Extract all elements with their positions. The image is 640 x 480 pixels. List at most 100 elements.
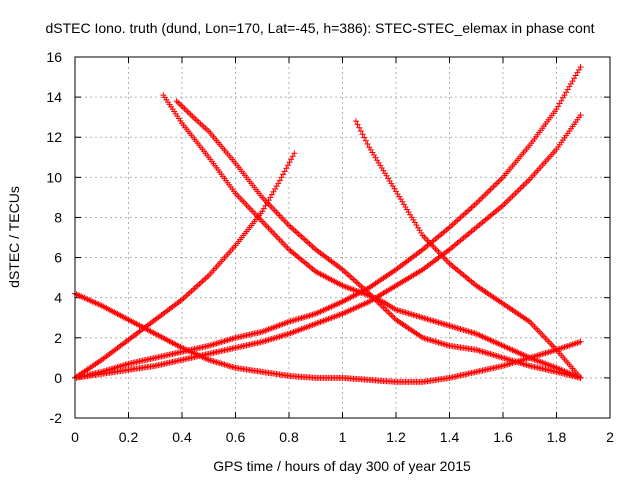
data-point [577,64,584,71]
data-point [525,177,532,184]
data-point [290,226,297,233]
data-point [487,186,494,193]
data-point [465,207,472,214]
data-point [463,208,470,215]
data-point [183,107,190,114]
data-point [501,200,508,207]
series-sat-g [352,118,584,381]
data-point [473,200,480,207]
data-point [201,276,208,283]
data-point [347,273,354,280]
data-point [184,108,191,115]
data-point [460,211,467,218]
data-point [348,275,355,282]
x-tick-label: 1.8 [547,429,567,445]
x-tick-label: 2 [606,429,614,445]
data-point [507,194,514,201]
data-point [186,289,193,296]
series-sat-e [160,92,584,381]
data-point [577,338,584,345]
data-point [474,198,481,205]
data-point [199,278,206,285]
y-tick-label: 4 [54,290,62,306]
data-point [295,230,302,237]
series-sat-d [72,112,584,381]
data-point [182,293,189,300]
data-point [476,197,483,204]
data-point [482,191,489,198]
y-tick-label: 0 [54,370,62,386]
data-point [451,220,458,227]
data-point [468,204,475,211]
data-point [506,196,513,203]
data-point [194,282,201,289]
data-point [185,291,192,298]
data-point [509,193,516,200]
data-point [504,197,511,204]
data-point [191,285,198,292]
data-point [385,309,392,316]
data-point [278,174,285,181]
data-point [388,312,395,319]
data-point [577,112,584,119]
data-point [449,221,456,228]
data-point [301,236,308,243]
y-tick-label: 2 [54,330,62,346]
gridlines [75,57,610,418]
y-tick-label: -2 [50,410,63,426]
data-point [306,240,313,247]
data-point [190,114,197,121]
data-point [359,131,366,138]
data-point [350,276,357,283]
data-point [520,182,527,189]
data-point [181,105,188,112]
data-point [298,233,305,240]
data-point [281,168,288,175]
x-tick-label: 1 [339,429,347,445]
data-point [362,137,369,144]
data-point [293,229,300,236]
data-point [288,156,295,163]
data-point [459,213,466,220]
data-point [493,180,500,187]
data-point [352,277,359,284]
data-point [490,183,497,190]
data-point [355,280,362,287]
data-point [479,194,486,201]
y-tick-label: 12 [46,129,62,145]
data-point [523,179,530,186]
data-point [309,243,316,250]
x-tick-label: 0.8 [279,429,299,445]
data-point [470,203,477,210]
y-axis-title: dSTEC / TECUs [6,186,22,288]
data-point [356,282,363,289]
data-point [462,210,469,217]
data-point [455,215,462,222]
data-point [514,188,521,195]
data-point [496,177,503,184]
data-point [284,162,291,169]
data-point [179,104,186,111]
data-point [352,118,359,125]
x-tick-label: 1.4 [440,429,460,445]
x-tick-label: 1.2 [386,429,406,445]
data-point [454,217,461,224]
data-point [364,140,371,147]
x-tick-label: 0.2 [119,429,139,445]
data-point [304,239,311,246]
data-point [357,127,364,134]
y-tick-label: 8 [54,209,62,225]
series-sat-a [72,150,298,381]
data-point [466,206,473,213]
chart-title: dSTEC Iono. truth (dund, Lon=170, Lat=-4… [45,20,594,36]
data-point [485,188,492,195]
data-point [389,313,396,320]
x-axis-title: GPS time / hours of day 300 of year 2015 [213,458,471,474]
data-point [488,185,495,192]
data-point [291,150,298,157]
x-tick-label: 0.6 [226,429,246,445]
data-point [452,218,459,225]
data-point [283,165,290,172]
data-point [358,283,365,290]
data-point [183,292,190,299]
